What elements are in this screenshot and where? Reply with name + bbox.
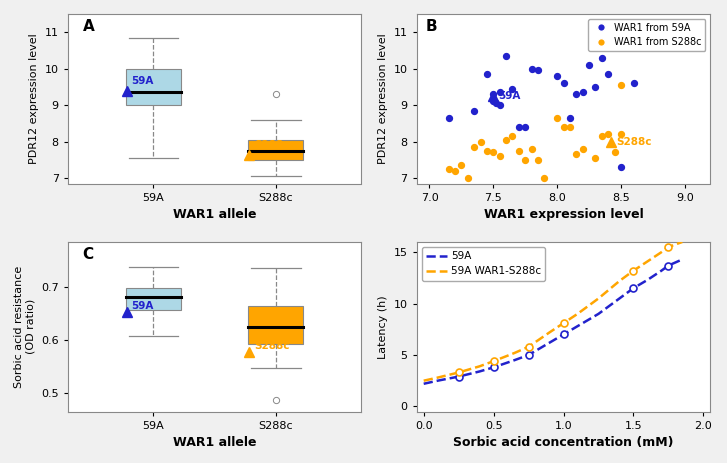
Point <box>443 114 454 122</box>
Point <box>539 175 550 182</box>
Text: 59A: 59A <box>132 76 154 86</box>
Point <box>481 70 493 78</box>
Point <box>577 145 588 152</box>
Legend: 59A, 59A WAR1-S288c: 59A, 59A WAR1-S288c <box>422 247 545 281</box>
Point <box>526 65 537 72</box>
Point <box>590 154 601 162</box>
Point <box>571 90 582 98</box>
Point <box>443 165 454 173</box>
Point <box>488 149 499 156</box>
Point <box>481 147 493 154</box>
Y-axis label: Sorbic acid resistance
(OD ratio): Sorbic acid resistance (OD ratio) <box>14 266 36 388</box>
Point <box>532 67 544 74</box>
X-axis label: WAR1 expression level: WAR1 expression level <box>483 208 643 221</box>
Point <box>513 123 525 131</box>
X-axis label: WAR1 allele: WAR1 allele <box>173 208 257 221</box>
Y-axis label: PDR12 expression level: PDR12 expression level <box>29 33 39 164</box>
Text: D: D <box>425 247 438 262</box>
Y-axis label: PDR12 expression level: PDR12 expression level <box>378 33 388 164</box>
Text: S288c: S288c <box>616 137 651 147</box>
Point <box>628 80 640 87</box>
Point <box>500 136 512 144</box>
Point <box>596 132 608 140</box>
Text: 59A: 59A <box>499 91 521 101</box>
Point <box>603 70 614 78</box>
Point <box>615 131 627 138</box>
Point <box>577 88 588 96</box>
Point <box>475 138 486 145</box>
X-axis label: WAR1 allele: WAR1 allele <box>173 436 257 449</box>
Point <box>500 52 512 60</box>
Point <box>532 156 544 163</box>
Point <box>507 132 518 140</box>
Point <box>571 150 582 158</box>
Point <box>519 156 531 163</box>
Point <box>596 54 608 62</box>
Point <box>551 114 563 122</box>
Point <box>494 101 505 109</box>
Text: 59A: 59A <box>132 301 154 311</box>
Point <box>468 107 480 114</box>
Point <box>456 162 467 169</box>
Point <box>558 123 569 131</box>
Point <box>494 88 505 96</box>
Point <box>615 81 627 89</box>
Bar <box>126 69 181 105</box>
Legend: WAR1 from 59A, WAR1 from S288c: WAR1 from 59A, WAR1 from S288c <box>588 19 705 51</box>
Y-axis label: Latency (h): Latency (h) <box>378 295 388 358</box>
Point <box>615 163 627 171</box>
Point <box>564 123 576 131</box>
Point <box>590 83 601 91</box>
Point <box>513 147 525 154</box>
Point <box>488 98 499 105</box>
Point <box>551 72 563 80</box>
Text: S288c: S288c <box>254 140 289 150</box>
Point <box>558 80 569 87</box>
Point <box>490 100 502 107</box>
Bar <box>249 306 303 344</box>
Text: A: A <box>82 19 95 34</box>
Point <box>526 145 537 152</box>
Point <box>603 131 614 138</box>
Point <box>564 114 576 122</box>
Point <box>462 175 473 182</box>
Point <box>519 123 531 131</box>
Bar <box>126 288 181 310</box>
X-axis label: Sorbic acid concentration (mM): Sorbic acid concentration (mM) <box>453 436 674 449</box>
Point <box>468 144 480 151</box>
Point <box>488 90 499 98</box>
Text: C: C <box>82 247 94 262</box>
Text: S288c: S288c <box>254 341 289 350</box>
Point <box>608 34 620 41</box>
Text: B: B <box>425 19 437 34</box>
Point <box>449 167 461 175</box>
Point <box>507 85 518 92</box>
Point <box>583 61 595 69</box>
Bar <box>249 140 303 160</box>
Point <box>494 152 505 160</box>
Point <box>608 149 620 156</box>
